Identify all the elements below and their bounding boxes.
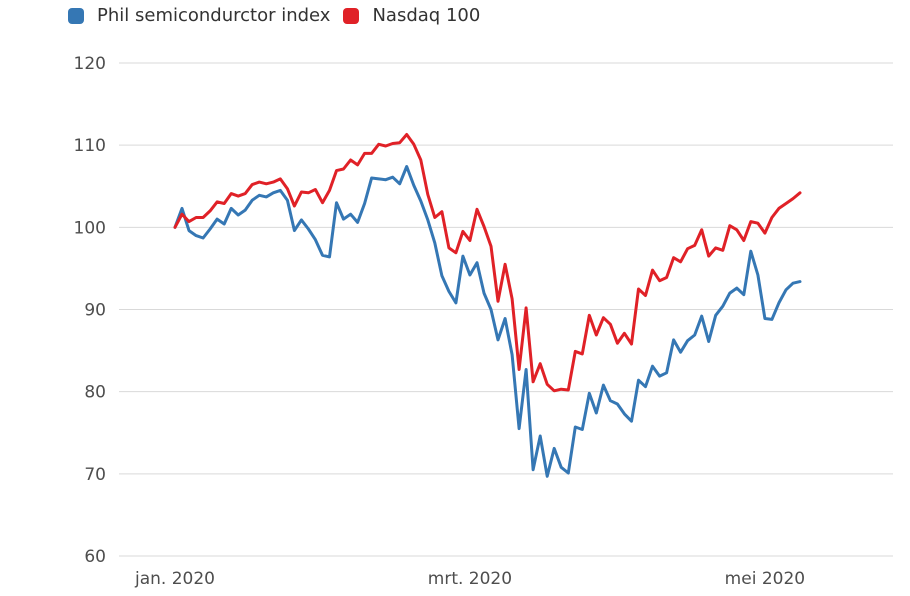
nasdaq-100-swatch-icon bbox=[343, 7, 360, 24]
legend-item-phil-semiconductor[interactable]: Phil semicondurctor index bbox=[68, 5, 330, 26]
y-axis-label-110: 110 bbox=[74, 136, 106, 156]
phil-semiconductor-swatch-icon bbox=[68, 7, 84, 24]
legend-label-phil-semiconductor: Phil semicondurctor index bbox=[97, 5, 331, 26]
y-axis-label-70: 70 bbox=[84, 465, 106, 485]
series-line-phil-semicondurctor-index bbox=[173, 165, 802, 478]
x-axis-label-2: mei 2020 bbox=[725, 569, 805, 589]
series-line-nasdaq-100 bbox=[173, 133, 802, 393]
legend-label-nasdaq-100: Nasdaq 100 bbox=[372, 5, 481, 26]
legend: Phil semicondurctor index Nasdaq 100 bbox=[68, 5, 480, 26]
x-axis-label-1: mrt. 2020 bbox=[428, 569, 512, 589]
y-axis-label-90: 90 bbox=[84, 301, 106, 321]
x-axis-label-0: jan. 2020 bbox=[134, 569, 215, 589]
legend-item-nasdaq-100[interactable]: Nasdaq 100 bbox=[343, 5, 480, 26]
y-axis-label-60: 60 bbox=[84, 547, 106, 567]
y-axis-label-80: 80 bbox=[84, 383, 106, 403]
y-axis-label-120: 120 bbox=[74, 54, 106, 74]
y-axis-label-100: 100 bbox=[74, 218, 106, 238]
